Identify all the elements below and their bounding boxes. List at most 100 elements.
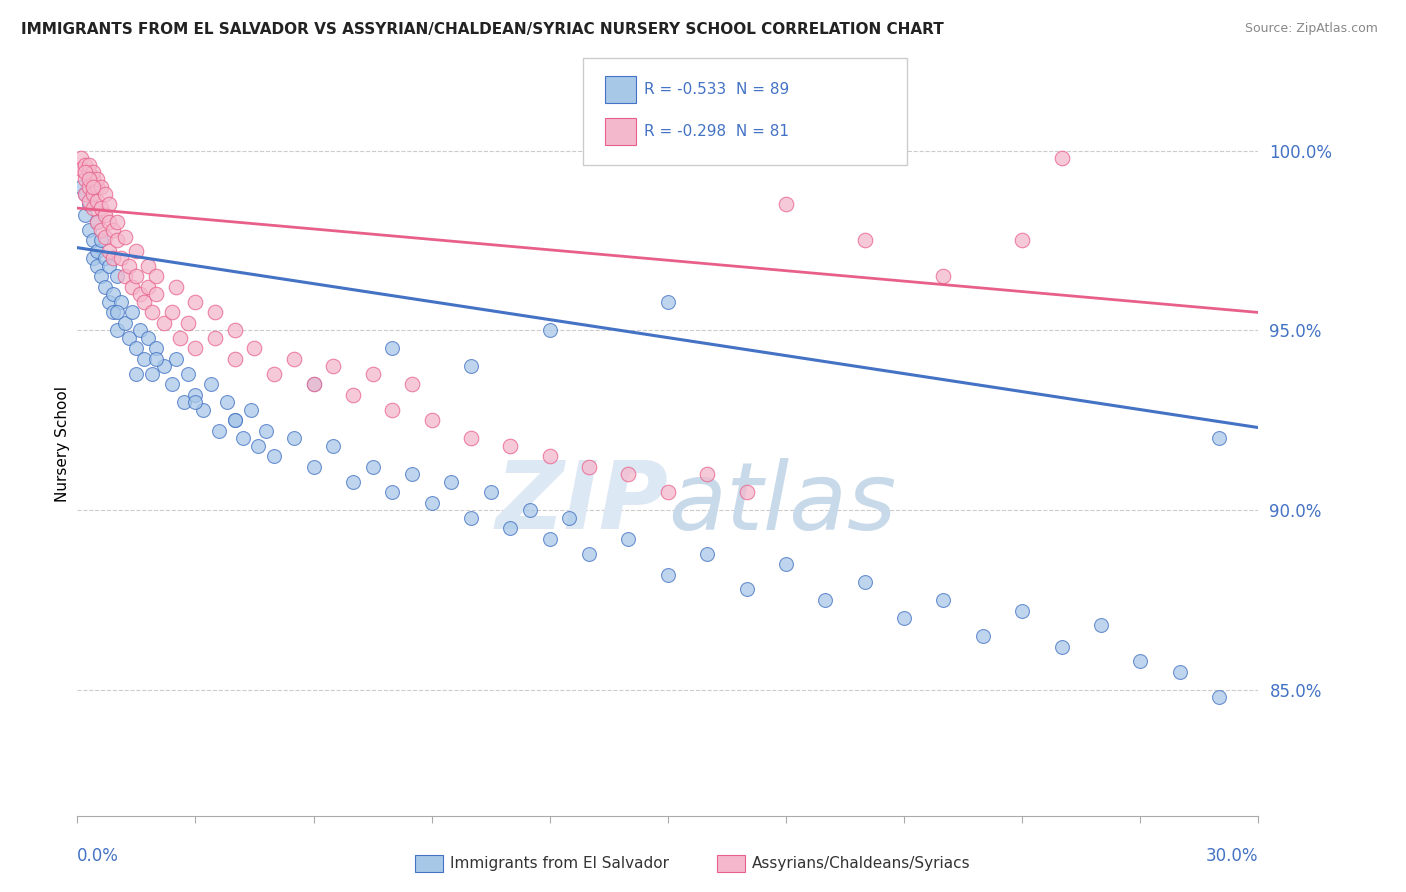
Point xyxy=(90,234,112,248)
Point xyxy=(114,230,136,244)
Point xyxy=(657,294,679,309)
Point xyxy=(1050,640,1073,654)
Point xyxy=(460,359,482,374)
Point xyxy=(814,593,837,607)
Point xyxy=(97,244,120,259)
Point xyxy=(105,323,128,337)
Point xyxy=(176,316,198,330)
Point xyxy=(1090,618,1112,632)
Point xyxy=(173,395,195,409)
Point xyxy=(82,252,104,266)
Point xyxy=(696,467,718,482)
Point xyxy=(105,305,128,319)
Point xyxy=(617,467,640,482)
Point xyxy=(169,331,191,345)
Point xyxy=(617,532,640,546)
Point xyxy=(101,222,124,236)
Point xyxy=(381,342,404,356)
Text: R = -0.533  N = 89: R = -0.533 N = 89 xyxy=(644,82,789,96)
Point xyxy=(1011,604,1033,618)
Point xyxy=(302,377,325,392)
Point xyxy=(75,165,97,179)
Point xyxy=(853,575,876,590)
Point xyxy=(538,323,561,337)
Point xyxy=(82,234,104,248)
Point xyxy=(90,222,112,236)
Point xyxy=(215,395,238,409)
Text: 30.0%: 30.0% xyxy=(1206,847,1258,864)
Point xyxy=(165,280,187,294)
Text: IMMIGRANTS FROM EL SALVADOR VS ASSYRIAN/CHALDEAN/SYRIAC NURSERY SCHOOL CORRELATI: IMMIGRANTS FROM EL SALVADOR VS ASSYRIAN/… xyxy=(21,22,943,37)
Point xyxy=(101,252,124,266)
Text: Assyrians/Chaldeans/Syriacs: Assyrians/Chaldeans/Syriacs xyxy=(752,856,970,871)
Point xyxy=(94,230,117,244)
Point xyxy=(114,316,136,330)
Point xyxy=(232,431,254,445)
Point xyxy=(224,413,246,427)
Point xyxy=(401,467,423,482)
Point xyxy=(254,424,277,438)
Point xyxy=(125,342,148,356)
Text: Source: ZipAtlas.com: Source: ZipAtlas.com xyxy=(1244,22,1378,36)
Point xyxy=(86,194,108,208)
Point xyxy=(101,287,124,301)
Point xyxy=(184,395,207,409)
Point xyxy=(77,194,100,208)
Point xyxy=(440,475,463,489)
Point xyxy=(94,252,117,266)
Point xyxy=(775,197,797,211)
Point xyxy=(97,197,120,211)
Point xyxy=(499,439,522,453)
Point xyxy=(224,352,246,367)
Point xyxy=(204,331,226,345)
Text: R = -0.298  N = 81: R = -0.298 N = 81 xyxy=(644,124,789,138)
Point xyxy=(200,377,222,392)
Point xyxy=(361,367,384,381)
Point xyxy=(1050,151,1073,165)
Point xyxy=(86,215,108,229)
Point xyxy=(735,582,758,597)
Point xyxy=(381,485,404,500)
Point xyxy=(893,611,915,625)
Point xyxy=(153,316,176,330)
Point xyxy=(70,179,93,194)
Point xyxy=(381,402,404,417)
Point xyxy=(141,367,163,381)
Point xyxy=(141,305,163,319)
Point xyxy=(657,485,679,500)
Point xyxy=(117,331,139,345)
Point xyxy=(86,259,108,273)
Point xyxy=(82,172,104,186)
Point xyxy=(110,294,132,309)
Point xyxy=(97,215,120,229)
Point xyxy=(263,450,285,464)
Point xyxy=(145,269,167,284)
Point xyxy=(263,367,285,381)
Point xyxy=(75,158,97,172)
Point xyxy=(105,234,128,248)
Point xyxy=(1208,690,1230,705)
Point xyxy=(77,165,100,179)
Point xyxy=(121,305,143,319)
Point xyxy=(322,359,344,374)
Point xyxy=(86,244,108,259)
Point xyxy=(342,388,364,402)
Point xyxy=(224,323,246,337)
Point xyxy=(401,377,423,392)
Point xyxy=(1011,234,1033,248)
Point xyxy=(145,287,167,301)
Point xyxy=(538,532,561,546)
Point xyxy=(82,179,104,194)
Point xyxy=(101,305,124,319)
Point xyxy=(97,259,120,273)
Point xyxy=(165,352,187,367)
Point xyxy=(125,269,148,284)
Point xyxy=(479,485,502,500)
Point xyxy=(932,269,955,284)
Point xyxy=(538,450,561,464)
Point xyxy=(134,352,156,367)
Point xyxy=(342,475,364,489)
Point xyxy=(932,593,955,607)
Point xyxy=(136,259,159,273)
Point xyxy=(160,377,183,392)
